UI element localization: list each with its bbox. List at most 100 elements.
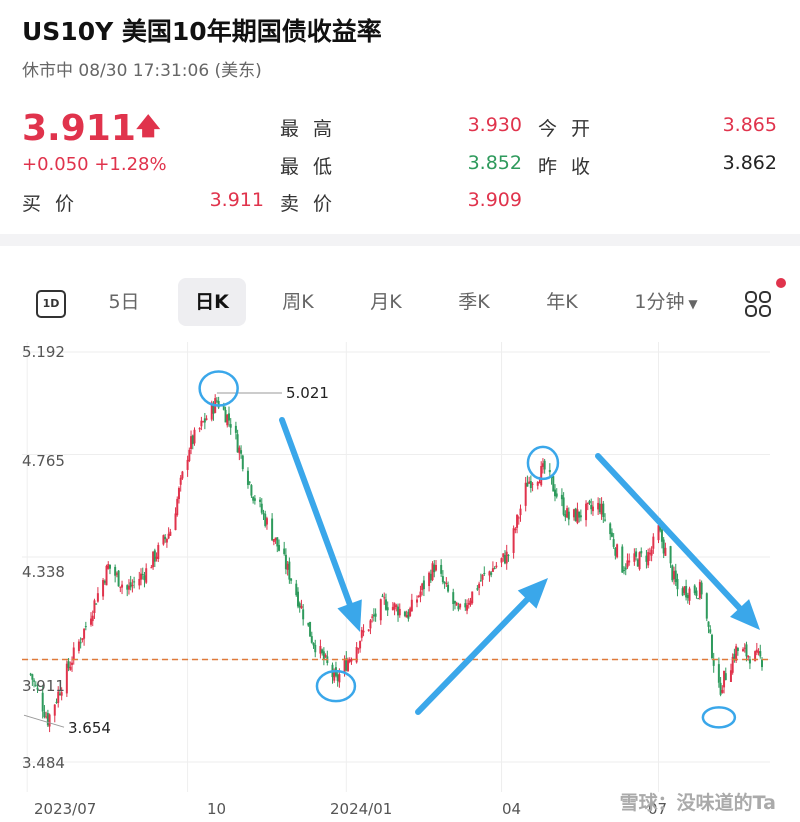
candle-body [198,428,201,430]
candle-body [295,583,298,596]
candle-body [296,591,299,607]
candle-body [650,549,653,556]
candle-body [433,564,436,573]
candle-body [81,638,84,640]
candle-body [572,509,575,518]
y-tick-label: 4.765 [22,452,65,470]
candle-body [250,485,253,496]
candle-body [379,599,382,621]
candle-body [516,514,519,528]
x-tick-label: 2024/01 [330,800,393,818]
candle-body [260,503,263,513]
candle-body [469,600,472,605]
candle-body [623,569,626,571]
candle-body [421,583,424,591]
candle-body [502,553,505,558]
tab-daily-k[interactable]: 日K [178,278,246,326]
candle-body [724,673,727,680]
candle-body [314,644,317,653]
candles [29,394,763,733]
x-tick-label: 10 [207,800,227,818]
prev-close-label: 昨收 [538,156,605,178]
candle-body [531,483,534,485]
tab-weekly-k[interactable]: 周K [282,291,314,313]
tab-1d[interactable]: 1D [36,290,66,318]
candle-body [224,409,227,423]
candle-body [536,482,539,486]
candle-body [48,714,51,727]
candle-body [422,580,425,590]
candle-body [312,642,315,646]
candle-body [567,511,570,520]
candle-body [91,615,94,622]
candle-body [554,489,557,497]
candle-body [748,659,751,664]
candle-body [43,711,46,718]
candle-body [115,573,118,575]
candle-body [410,599,413,612]
candle-body [745,644,748,657]
candle-body [157,544,160,560]
candle-body [578,511,581,518]
candle-body [286,563,289,570]
bid-label: 买价 [22,193,89,215]
candle-body [683,586,686,594]
candle-body [640,551,643,554]
candle-body [455,602,458,606]
candle-body [398,608,401,616]
candle-body [476,588,479,590]
candle-body [507,554,510,556]
candle-body [129,582,132,588]
candle-body [453,600,456,604]
tab-yearly-k[interactable]: 年K [546,291,578,313]
candle-body [519,508,522,516]
candle-body [79,642,82,644]
candle-body [383,597,386,599]
highlight-circle [701,706,737,729]
tab-quarterly-k[interactable]: 季K [458,291,490,313]
candle-body [712,659,715,666]
candle-body [588,500,591,504]
candle-body [238,447,241,454]
candle-body [164,536,167,540]
candle-body [186,459,189,470]
candle-body [117,570,120,587]
candle-body [395,605,398,607]
tab-monthly-k[interactable]: 月K [370,291,402,313]
tab-5day[interactable]: 5日 [108,291,140,313]
candle-body [215,400,218,402]
candle-body [552,476,555,492]
candle-body [188,449,191,461]
candle-body [236,434,239,453]
candle-body [403,611,406,616]
section-divider [0,234,800,246]
candle-body [441,576,444,583]
candle-body [731,656,734,673]
candle-body [319,646,322,654]
price-change: +0.050 +1.28% [22,154,167,175]
candle-body [177,488,180,500]
last-price: 3.911🡅 [22,108,161,150]
candle-body [384,599,387,610]
candle-body [635,551,638,557]
candle-body [614,548,617,556]
candle-body [434,564,437,571]
candle-body [636,559,639,567]
candle-body [495,565,498,568]
candle-body [193,429,196,444]
candle-body [757,651,760,654]
candle-body [181,471,184,479]
tab-1min-dropdown[interactable]: 1分钟 ▼ [624,278,708,326]
candle-body [729,670,732,682]
candle-body [259,499,262,502]
candle-body [540,466,543,486]
candle-body [307,622,310,626]
grid-layout-icon[interactable] [744,290,772,318]
notification-dot [776,278,786,288]
candle-body [357,648,360,650]
candle-body [29,673,32,675]
candle-body [217,400,220,408]
trend-arrow [595,453,760,630]
candle-body [33,680,36,682]
